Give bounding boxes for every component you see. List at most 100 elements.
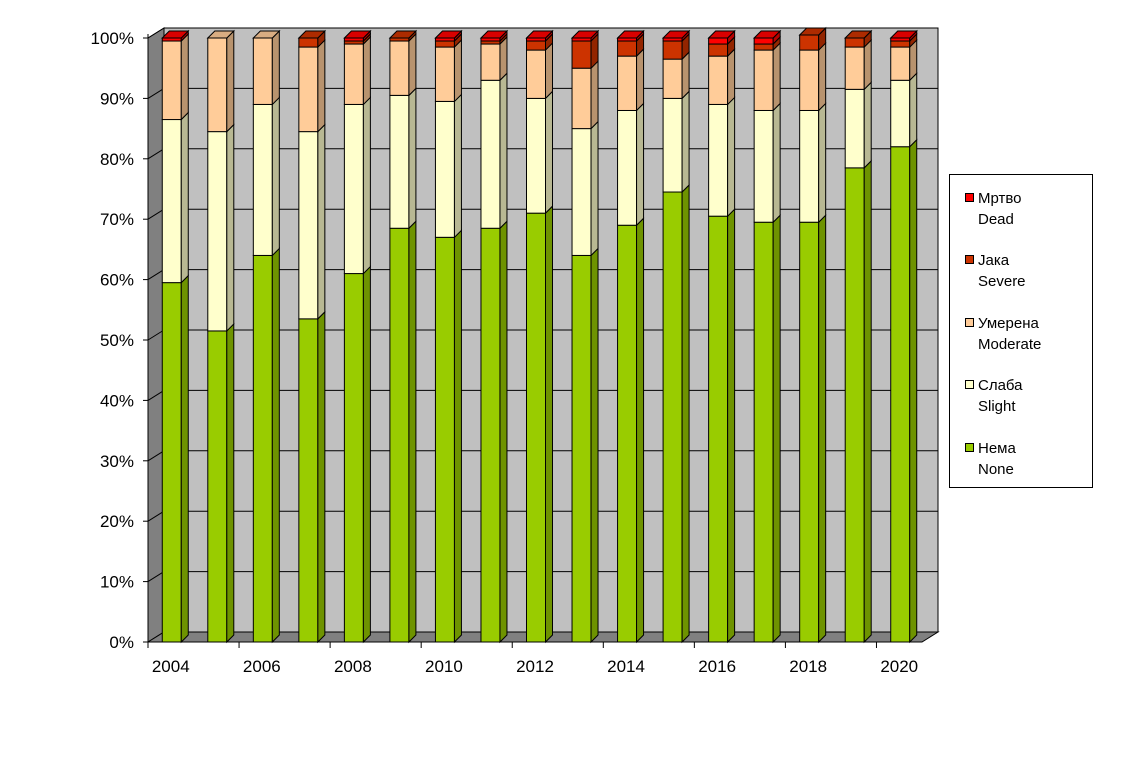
legend-label-severe: Јака	[978, 252, 1010, 269]
bar-face	[844, 167, 865, 643]
y-tick-label: 20%	[100, 512, 134, 531]
bar-face	[799, 34, 820, 51]
bar-side	[226, 322, 235, 644]
bar-top-2009	[388, 30, 418, 39]
bar-segment-moderate-2004	[161, 32, 189, 121]
bar-side	[408, 32, 417, 97]
bar-face	[434, 100, 455, 238]
bar-face	[753, 109, 774, 223]
bar-segment-moderate-2007	[298, 38, 326, 133]
x-tick-label: 2004	[152, 657, 190, 676]
bar-face	[389, 227, 410, 643]
bar-side	[271, 29, 280, 106]
y-tick-label: 0%	[109, 633, 134, 652]
bar-segment-none-2009	[389, 220, 417, 644]
legend-label-moderate-en: Moderate	[978, 336, 1042, 353]
bar-side	[590, 59, 599, 130]
gridline-side	[147, 269, 165, 281]
bar-side	[545, 41, 553, 100]
bar-face	[617, 224, 638, 643]
bar-side	[909, 72, 918, 148]
bar-side	[317, 310, 326, 644]
bar-face	[890, 146, 911, 643]
bar-face	[343, 103, 364, 275]
gridline-side	[147, 208, 165, 220]
bar-top-2013	[570, 30, 600, 39]
gridline-side	[147, 510, 165, 522]
bar-top-2020	[889, 30, 918, 39]
legend-item-slight: Слаба Slight	[965, 375, 1023, 417]
bar-face	[252, 254, 273, 643]
bar-segment-slight-2011	[480, 72, 508, 230]
bar-face	[298, 131, 319, 320]
legend-label-dead-en: Dead	[978, 211, 1014, 228]
bar-face	[526, 49, 546, 99]
legend-label-none: Нема	[978, 440, 1016, 457]
bar-face	[662, 40, 683, 60]
bar-segment-none-2012	[526, 204, 553, 644]
bar-top-2015	[661, 30, 691, 39]
bar-segment-none-2014	[617, 217, 645, 644]
bar-segment-none-2018	[799, 214, 827, 644]
bar-side	[408, 220, 417, 644]
bar-face	[708, 103, 729, 217]
bar-side	[772, 102, 781, 224]
bar-face	[662, 58, 683, 99]
y-tick-label: 50%	[100, 331, 134, 350]
bar-side	[590, 120, 599, 257]
bar-face	[571, 67, 592, 130]
y-tick-labels: 0% 10% 20% 30% 40% 50% 60% 70% 80% 90% 100%	[91, 29, 134, 652]
bar-side	[271, 247, 280, 644]
bar-segment-slight-2017	[753, 102, 781, 224]
bar-top-2008	[343, 30, 372, 39]
bar-side	[681, 90, 690, 194]
x-tick-labels: 2004 2006 2008 2010 2012 2014 2016 2018 2020	[152, 657, 918, 676]
bar-segment-none-2017	[753, 214, 781, 644]
bar-face	[571, 254, 592, 643]
legend-label-severe-en: Severe	[978, 273, 1026, 290]
bar-segment-slight-2014	[617, 102, 645, 227]
bar-side	[772, 214, 781, 644]
bar-side	[362, 96, 371, 275]
bar-segment-slight-2009	[389, 87, 417, 230]
bar-segment-none-2019	[844, 159, 872, 644]
bar-side	[545, 90, 553, 215]
legend-item-dead: Мртво Dead	[965, 188, 1022, 230]
bar-face	[389, 94, 410, 229]
bar-side	[727, 96, 736, 218]
bar-face	[480, 79, 501, 229]
bar-face	[526, 212, 546, 643]
bar-segment-none-2008	[343, 265, 371, 644]
gridline-side	[147, 87, 165, 99]
bar-side	[818, 214, 827, 644]
y-tick-label: 10%	[100, 573, 134, 592]
bar-top-2019	[843, 30, 873, 39]
bar-face	[708, 215, 729, 643]
x-tick-label: 2014	[607, 657, 645, 676]
x-tick-label: 2012	[516, 657, 554, 676]
bar-face	[526, 97, 546, 214]
legend-item-moderate: Умерена Moderate	[965, 313, 1042, 355]
bar-segment-none-2016	[708, 207, 736, 644]
bar-face	[662, 191, 683, 643]
bar-face	[480, 227, 501, 643]
bar-segment-slight-2012	[526, 90, 553, 215]
bar-face	[343, 43, 364, 105]
bar-segment-moderate-2006	[252, 29, 280, 106]
bar-segment-moderate-2010	[434, 38, 462, 103]
bar-face	[753, 37, 774, 45]
y-tick-label: 30%	[100, 452, 134, 471]
bar-segment-slight-2007	[298, 123, 326, 321]
bar-face	[799, 109, 820, 223]
legend-swatch-slight	[965, 380, 974, 389]
bar-face	[844, 37, 865, 48]
bar-segment-moderate-2009	[389, 32, 417, 97]
bar-side	[317, 123, 326, 321]
bar-side	[180, 111, 189, 284]
bar-face	[799, 221, 820, 643]
bar-top-2005	[206, 30, 236, 39]
bar-segment-none-2004	[161, 274, 189, 644]
bar-segment-slight-2004	[161, 111, 189, 284]
x-tick-label: 2020	[880, 657, 918, 676]
